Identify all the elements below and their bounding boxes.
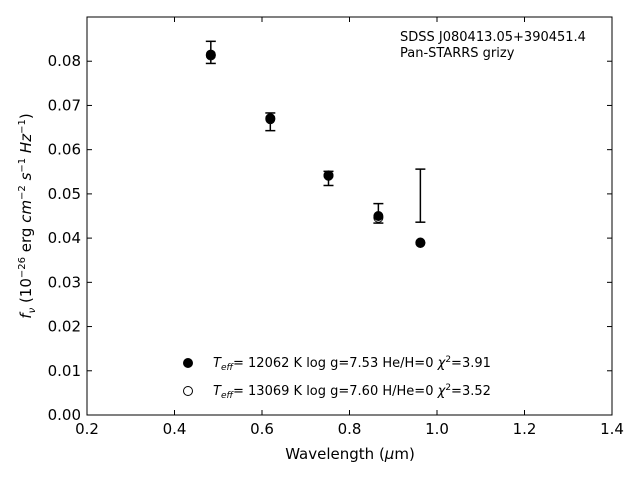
legend-entry-1: Teff= 12062 K log g=7.53 He/H=0 χ2=3.91	[213, 355, 491, 373]
y-tick-label: 0.04	[48, 229, 81, 247]
y-tick-label: 0.08	[48, 52, 81, 70]
y-tick-label: 0.00	[48, 406, 81, 424]
y-tick-label: 0.06	[48, 141, 81, 159]
y-tick-label: 0.01	[48, 362, 81, 380]
legend-entry-2: Teff= 13069 K log g=7.60 H/He=0 χ2=3.52	[213, 383, 491, 401]
legend: Teff= 12062 K log g=7.53 He/H=0 χ2=3.91 …	[183, 355, 491, 401]
x-axis-label: Wavelength (μm)	[285, 445, 415, 463]
y-tick-label: 0.03	[48, 273, 81, 291]
x-tick-label: 0.6	[250, 420, 274, 438]
x-tick-label: 1.4	[600, 420, 624, 438]
annotation-filters: Pan-STARRS grizy	[400, 46, 515, 61]
axis-ticks: 0.2 0.4 0.6 0.8 1.0 1.2 1.4 0.00 0.01 0.02 0.03 0.0…	[48, 17, 624, 438]
x-tick-label: 0.8	[338, 420, 362, 438]
x-tick-label: 0.2	[75, 420, 99, 438]
point-filled	[373, 211, 384, 221]
legend-marker-filled	[183, 358, 193, 368]
point-filled	[323, 170, 334, 181]
x-tick-label: 0.4	[163, 420, 187, 438]
annotation-object-name: SDSS J080413.05+390451.4	[400, 30, 586, 45]
y-axis-label: fν (10−26 erg cm−2 s−1 Hz−1)	[17, 113, 38, 318]
x-tick-label: 1.2	[513, 420, 537, 438]
data-points	[205, 49, 426, 248]
legend-marker-open	[183, 386, 193, 396]
point-filled	[265, 113, 276, 124]
y-tick-label: 0.07	[48, 96, 81, 114]
y-tick-label: 0.02	[48, 318, 81, 336]
point-filled	[415, 237, 426, 248]
x-tick-label: 1.0	[425, 420, 449, 438]
error-bars	[205, 40, 426, 224]
point-filled	[205, 49, 216, 60]
y-tick-label: 0.05	[48, 185, 81, 203]
